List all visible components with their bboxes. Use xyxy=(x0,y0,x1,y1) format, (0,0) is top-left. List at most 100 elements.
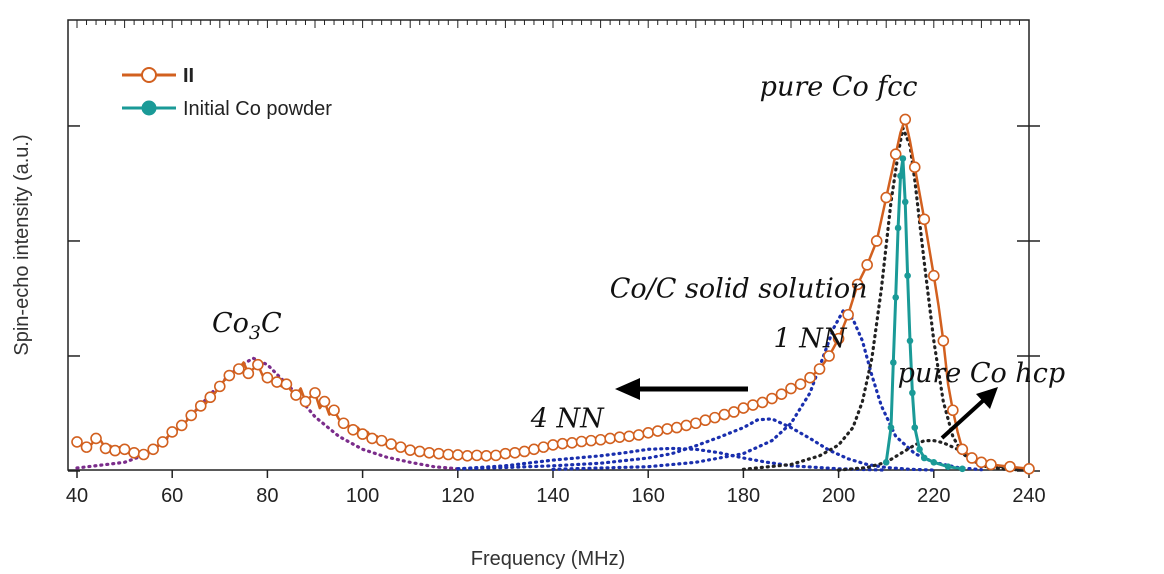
marker-initial-co-powder xyxy=(890,359,897,366)
marker-ii xyxy=(956,443,969,456)
annotation-1nn: 1 NN xyxy=(774,323,848,354)
marker-ii xyxy=(175,419,188,432)
marker-ii xyxy=(404,444,417,456)
x-tick-label: 180 xyxy=(727,485,760,507)
marker-ii xyxy=(832,332,845,345)
marker-ii xyxy=(442,448,455,461)
marker-initial-co-powder xyxy=(959,465,966,473)
annotation-4nn: 4 NN xyxy=(530,404,605,435)
series-line-co-c-solid-solution xyxy=(551,307,983,472)
marker-ii xyxy=(651,425,664,437)
marker-ii xyxy=(728,406,740,418)
marker-ii xyxy=(613,431,626,443)
marker-ii xyxy=(537,441,550,453)
marker-ii xyxy=(394,441,407,453)
legend-marker-initial-co-powder xyxy=(141,100,157,116)
marker-initial-co-powder xyxy=(911,424,919,431)
marker-ii xyxy=(737,402,750,414)
marker-ii xyxy=(718,408,731,421)
marker-ii xyxy=(375,434,388,447)
x-tick-label: 40 xyxy=(66,485,88,507)
marker-ii xyxy=(823,350,835,362)
series-layer xyxy=(71,113,1035,475)
marker-ii xyxy=(194,400,207,412)
marker-ii xyxy=(90,432,102,445)
marker-ii xyxy=(451,449,464,461)
marker-ii xyxy=(166,426,178,438)
legend: II Initial Co powder xyxy=(122,65,332,120)
marker-ii xyxy=(985,458,997,471)
marker-ii xyxy=(471,449,483,462)
marker-ii xyxy=(528,443,540,456)
marker-ii xyxy=(147,443,159,456)
marker-ii xyxy=(242,367,255,380)
marker-initial-co-powder xyxy=(920,454,928,462)
marker-ii xyxy=(851,278,864,291)
marker-ii xyxy=(318,395,331,408)
marker-ii xyxy=(975,456,988,469)
marker-ii xyxy=(566,436,578,449)
marker-ii xyxy=(804,371,816,384)
marker-ii xyxy=(623,430,635,443)
y-axis-title: Spin-echo intensity (a.u.) xyxy=(11,134,33,355)
marker-ii xyxy=(432,447,445,460)
marker-initial-co-powder xyxy=(894,224,902,232)
x-tick-label: 60 xyxy=(161,485,183,507)
marker-ii xyxy=(889,148,902,160)
marker-ii xyxy=(299,395,312,408)
marker-initial-co-powder xyxy=(887,424,895,431)
marker-ii xyxy=(337,417,350,430)
legend-item-initial-co-powder: Initial Co powder xyxy=(122,98,332,120)
marker-ii xyxy=(156,436,169,448)
x-tick-label: 120 xyxy=(441,485,474,507)
annotation-co-c-solid-solution: Co/C solid solution xyxy=(610,273,868,304)
marker-ii xyxy=(861,259,873,271)
marker-ii xyxy=(670,421,683,434)
x-tick-label: 220 xyxy=(917,485,950,507)
annotation-co3c: Co3C xyxy=(212,308,282,344)
top-minor-ticks xyxy=(76,20,1030,28)
marker-initial-co-powder xyxy=(892,294,900,301)
marker-ii xyxy=(204,391,217,404)
marker-ii xyxy=(490,449,502,462)
marker-ii xyxy=(680,419,693,432)
arrow-left-shift xyxy=(615,378,748,400)
marker-ii xyxy=(366,432,378,445)
marker-ii xyxy=(109,444,121,457)
marker-ii xyxy=(347,423,359,436)
marker-ii xyxy=(137,448,150,461)
marker-initial-co-powder xyxy=(916,446,923,453)
marker-initial-co-powder xyxy=(906,337,914,345)
marker-ii xyxy=(604,432,616,445)
marker-initial-co-powder xyxy=(901,198,909,206)
marker-ii xyxy=(271,376,283,388)
marker-ii xyxy=(842,308,854,321)
x-axis-title: Frequency (MHz) xyxy=(471,548,625,570)
marker-ii xyxy=(385,438,397,450)
marker-ii xyxy=(870,235,883,247)
marker-initial-co-powder xyxy=(882,459,890,466)
marker-ii xyxy=(880,191,893,204)
marker-ii xyxy=(252,358,264,371)
x-axis-ticks: 40 60 80 100 120 140 160 180 200 220 240 xyxy=(66,470,1046,507)
marker-ii xyxy=(927,269,940,282)
marker-ii xyxy=(642,427,655,439)
marker-ii xyxy=(423,446,436,459)
marker-ii xyxy=(518,445,531,458)
marker-ii xyxy=(937,334,950,347)
x-tick-label: 140 xyxy=(536,485,569,507)
marker-ii xyxy=(509,446,521,459)
marker-ii xyxy=(309,387,321,399)
marker-ii xyxy=(1004,460,1016,473)
marker-initial-co-powder xyxy=(904,272,911,280)
legend-item-ii: II xyxy=(122,65,194,87)
x-tick-label: 160 xyxy=(632,485,665,507)
series-line-initial-co-powder xyxy=(884,157,963,471)
annotation-pure-co-fcc: pure Co fcc xyxy=(760,72,918,103)
marker-ii xyxy=(233,363,245,375)
legend-marker-ii xyxy=(141,67,157,83)
marker-ii xyxy=(575,435,588,448)
marker-ii xyxy=(899,113,912,126)
x-tick-label: 200 xyxy=(822,485,855,507)
marker-initial-co-powder xyxy=(944,463,952,470)
